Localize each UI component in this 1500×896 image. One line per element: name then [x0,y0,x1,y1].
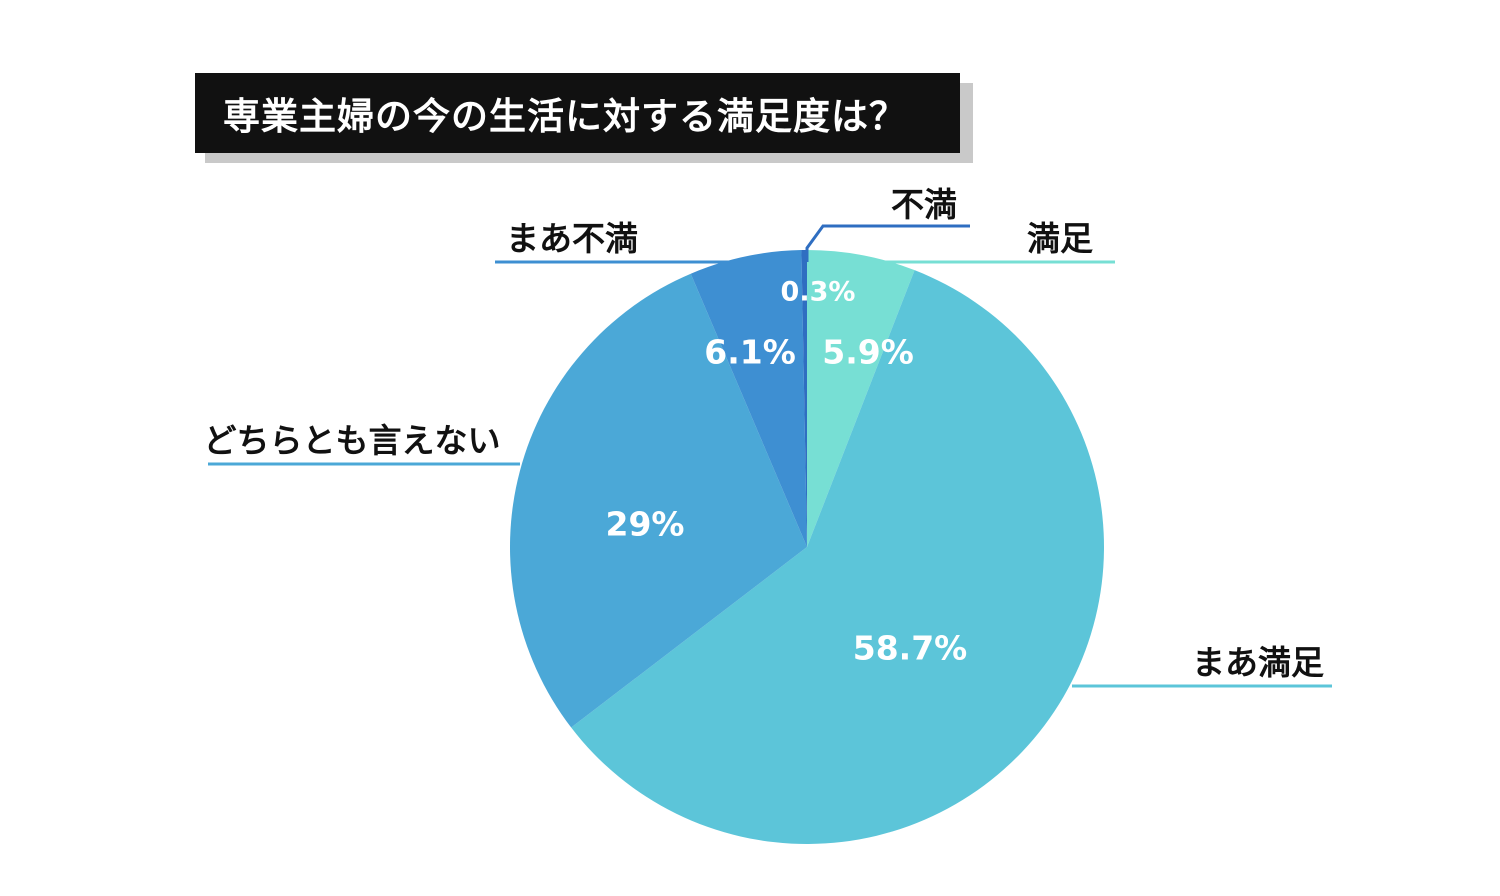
slice-category-label: 不満 [891,185,957,224]
pie-slice [510,273,807,728]
pie-slice [807,250,915,547]
slice-value-label: 6.1% [704,333,796,372]
slice-value-label: 5.9% [822,333,914,372]
slice-category-label: どちらとも言えない [204,421,501,460]
slice-value-label: 29% [606,505,685,544]
title-box: 専業主婦の今の生活に対する満足度は？ [195,73,960,153]
pie-slice [801,250,807,547]
slice-category-label: まあ満足 [1192,643,1324,682]
slice-value-label: 0.3% [781,277,856,308]
slices-layer [510,250,1104,844]
slice-category-label: 満足 [1027,219,1093,258]
slice-category-label: まあ不満 [506,219,638,258]
pie-slice [571,270,1104,844]
leader-line [805,224,970,262]
slice-value-label: 58.7% [853,629,968,668]
chart-title: 専業主婦の今の生活に対する満足度は？ [223,95,907,138]
labels-layer: 5.9% 満足 58.7% まあ満足 29% どちらとも言えない 6.1% まあ不満 0.3% 不… [204,185,1332,688]
pie-slice [690,250,807,547]
